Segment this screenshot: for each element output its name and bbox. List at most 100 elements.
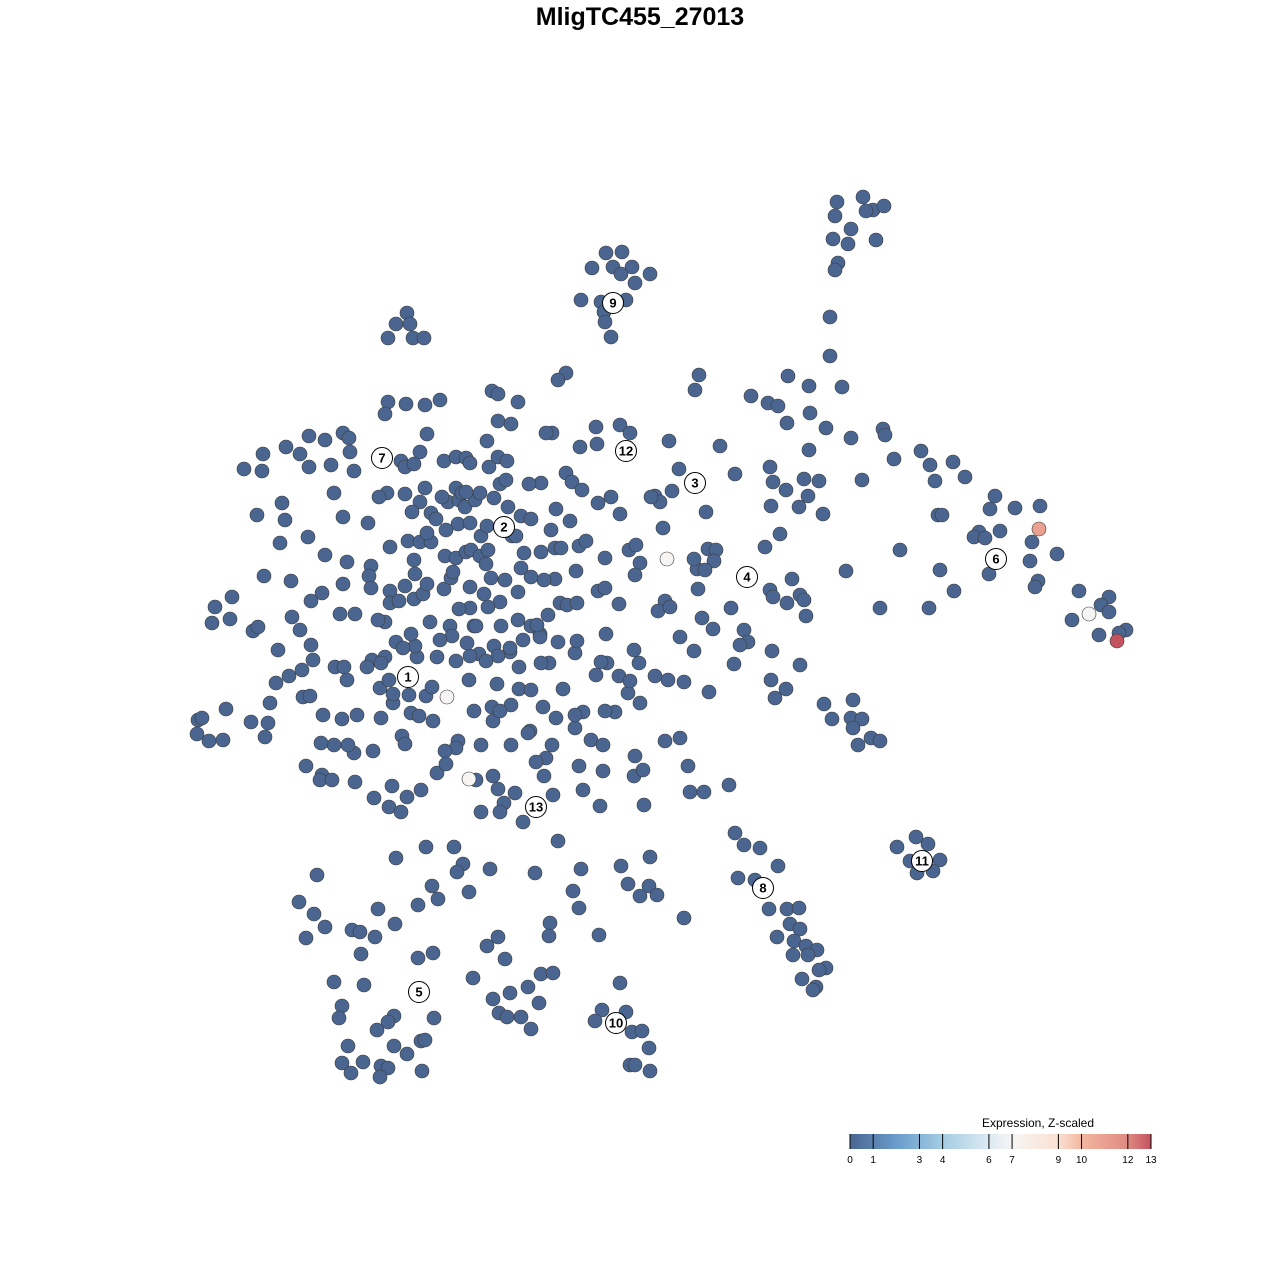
data-point xyxy=(934,507,950,523)
data-point-expressing xyxy=(461,771,477,787)
cluster-label-badge xyxy=(911,850,933,872)
data-point xyxy=(676,674,692,690)
data-point xyxy=(406,456,422,472)
data-point xyxy=(1101,604,1117,620)
data-point xyxy=(373,710,389,726)
data-point xyxy=(224,589,240,605)
data-point xyxy=(531,995,547,1011)
data-point xyxy=(845,692,861,708)
data-point xyxy=(207,599,223,615)
data-point xyxy=(921,600,937,616)
data-point xyxy=(1064,612,1080,628)
data-point xyxy=(671,461,687,477)
data-point xyxy=(627,275,643,291)
data-point xyxy=(393,804,409,820)
data-point xyxy=(697,562,713,578)
data-point xyxy=(977,530,993,546)
data-point xyxy=(730,870,746,886)
data-point xyxy=(854,711,870,727)
data-point xyxy=(845,720,861,736)
data-point xyxy=(499,1009,515,1025)
data-point xyxy=(218,701,234,717)
data-point xyxy=(385,686,401,702)
data-point xyxy=(380,1014,396,1030)
data-point xyxy=(292,622,308,638)
data-point xyxy=(840,236,856,252)
data-point xyxy=(822,348,838,364)
data-point-expressing xyxy=(659,551,675,567)
data-point xyxy=(510,584,526,600)
data-point xyxy=(462,455,478,471)
data-point xyxy=(1032,498,1048,514)
data-point xyxy=(425,945,441,961)
data-point xyxy=(727,825,743,841)
data-point xyxy=(587,1013,603,1029)
data-point xyxy=(664,483,680,499)
data-point xyxy=(743,388,759,404)
data-point xyxy=(373,655,389,671)
data-point xyxy=(315,707,331,723)
data-point xyxy=(298,758,314,774)
data-point xyxy=(401,687,417,703)
data-point xyxy=(642,266,658,282)
data-point xyxy=(462,648,478,664)
data-point xyxy=(591,927,607,943)
data-point xyxy=(620,876,636,892)
data-point xyxy=(386,1038,402,1054)
color-legend: Expression, Z-scaled 0 1 3 4 6 7 9 10 12 13 xyxy=(847,1116,1157,1166)
data-point xyxy=(571,758,587,774)
data-point xyxy=(274,495,290,511)
data-point xyxy=(622,673,638,689)
data-point xyxy=(838,563,854,579)
data-point xyxy=(801,378,817,394)
data-point xyxy=(277,512,293,528)
data-point xyxy=(594,1002,610,1018)
data-point xyxy=(204,615,220,631)
data-point xyxy=(588,667,604,683)
data-point xyxy=(410,950,426,966)
data-point xyxy=(1007,500,1023,516)
cluster-label-badge xyxy=(602,292,624,314)
data-point xyxy=(791,499,807,515)
cluster-label-text: 4 xyxy=(743,570,751,585)
data-point xyxy=(597,550,613,566)
data-point xyxy=(614,244,630,260)
data-point xyxy=(365,743,381,759)
data-point xyxy=(412,444,428,460)
data-point xyxy=(850,737,866,753)
cluster-label-text: 8 xyxy=(759,881,766,896)
data-point xyxy=(532,629,548,645)
data-point xyxy=(1049,546,1065,562)
data-point xyxy=(946,583,962,599)
data-point xyxy=(908,829,924,845)
data-point xyxy=(194,710,210,726)
data-point xyxy=(811,473,827,489)
data-point xyxy=(485,768,501,784)
data-point xyxy=(492,804,508,820)
data-point xyxy=(493,618,509,634)
data-point xyxy=(425,713,441,729)
cluster-label-text: 2 xyxy=(500,520,507,535)
data-point xyxy=(727,466,743,482)
data-point xyxy=(380,394,396,410)
data-point-expressing xyxy=(1031,521,1047,537)
data-point xyxy=(655,520,671,536)
data-point xyxy=(352,924,368,940)
data-point xyxy=(572,439,588,455)
data-point xyxy=(816,696,832,712)
data-point xyxy=(438,522,454,538)
data-point xyxy=(647,668,663,684)
data-point xyxy=(672,629,688,645)
data-point xyxy=(480,542,496,558)
cluster-label: 3 xyxy=(684,472,706,494)
cluster-label: 5 xyxy=(408,981,430,1003)
data-point xyxy=(642,1063,658,1079)
cluster-label: 11 xyxy=(911,850,933,872)
data-point xyxy=(597,703,613,719)
data-point xyxy=(545,787,561,803)
data-point xyxy=(334,1055,350,1071)
data-point xyxy=(571,900,587,916)
data-point xyxy=(359,659,375,675)
data-point xyxy=(1027,579,1043,595)
data-point xyxy=(705,621,721,637)
